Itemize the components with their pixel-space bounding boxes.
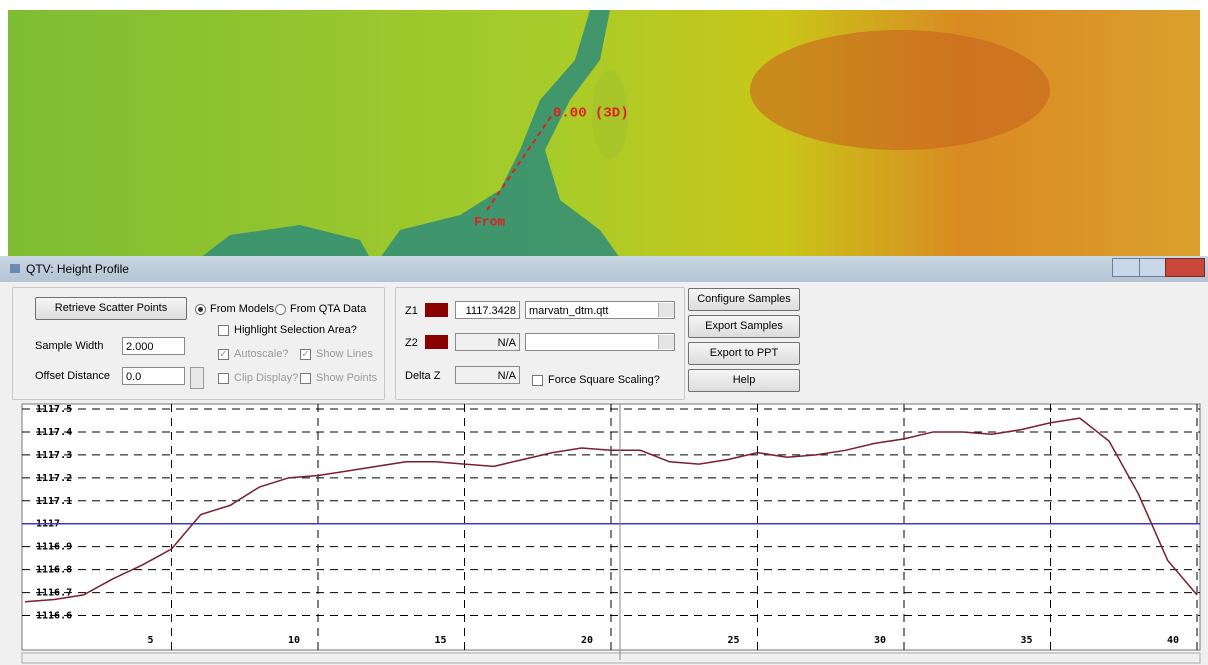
x-tick-label: 15: [434, 635, 446, 646]
value-box: N/A: [455, 366, 520, 384]
text-input[interactable]: 0.0: [122, 367, 185, 385]
value-box: N/A: [455, 333, 520, 351]
radio[interactable]: [275, 304, 286, 315]
checkbox-label: Show Points: [316, 371, 377, 385]
color-swatch[interactable]: [425, 303, 448, 317]
y-tick-label: 1116.9: [36, 542, 72, 553]
title-bar: QTV: Height Profile: [0, 256, 1208, 282]
radio-label: From QTA Data: [290, 302, 366, 316]
spinner[interactable]: [190, 367, 204, 389]
radio[interactable]: [195, 304, 206, 315]
checkbox-label: Show Lines: [316, 347, 373, 361]
field-label: Sample Width: [35, 339, 103, 353]
x-tick-label: 40: [1167, 635, 1179, 646]
color-swatch[interactable]: [425, 335, 448, 349]
z-label: Delta Z: [405, 369, 440, 383]
checkbox-label: Autoscale?: [234, 347, 288, 361]
scrollbar: [22, 653, 1200, 663]
map-label: 0.00 (3D): [553, 106, 629, 122]
combo-arrow[interactable]: [658, 335, 674, 349]
checkbox: ✓: [300, 349, 311, 360]
file-combo[interactable]: marvatn_dtm.qtt: [525, 301, 675, 319]
x-tick-label: 10: [288, 635, 300, 646]
y-tick-label: 1117.1: [36, 496, 72, 507]
file-combo[interactable]: [525, 333, 675, 351]
value-box: 1117.3428: [455, 301, 520, 319]
button[interactable]: Export Samples: [688, 315, 800, 338]
height-profile-chart: 1116.61116.71116.81116.911171117.11117.2…: [0, 402, 1208, 665]
checkbox: ✓: [218, 349, 229, 360]
z-label: Z2: [405, 336, 418, 350]
minimize-button[interactable]: [1112, 258, 1140, 277]
hill: [750, 30, 1050, 150]
field-label: Offset Distance: [35, 369, 110, 383]
y-tick-label: 1116.8: [36, 565, 72, 576]
close-button[interactable]: [1165, 258, 1205, 277]
button[interactable]: Configure Samples: [688, 288, 800, 311]
checkbox: [300, 373, 311, 384]
plot-area: [22, 404, 1200, 650]
z-label: Z1: [405, 304, 418, 318]
window-icon: [10, 264, 20, 273]
x-tick-label: 30: [874, 635, 886, 646]
maximize-button[interactable]: [1139, 258, 1166, 277]
checkbox: [218, 373, 229, 384]
button[interactable]: Export to PPT: [688, 342, 800, 365]
y-tick-label: 1117.4: [36, 427, 72, 438]
y-tick-label: 1117.2: [36, 473, 72, 484]
radio-label: From Models: [210, 302, 274, 316]
x-tick-label: 25: [727, 635, 739, 646]
checkbox[interactable]: [532, 375, 543, 386]
y-tick-label: 1117.5: [36, 404, 72, 415]
map-label: From: [474, 214, 505, 229]
checkbox-label: Highlight Selection Area?: [234, 323, 357, 337]
x-tick-label: 35: [1020, 635, 1032, 646]
button[interactable]: Retrieve Scatter Points: [35, 297, 187, 320]
y-tick-label: 1116.6: [36, 611, 72, 622]
checkbox[interactable]: [218, 325, 229, 336]
x-tick-label: 5: [147, 635, 153, 646]
button[interactable]: Help: [688, 369, 800, 392]
window-title: QTV: Height Profile: [26, 262, 129, 276]
text-input[interactable]: 2.000: [122, 337, 185, 355]
map-view: 0.00 (3D) From: [0, 0, 1208, 258]
radio-dot: [198, 307, 203, 312]
y-tick-label: 1117.3: [36, 450, 72, 461]
x-tick-label: 20: [581, 635, 593, 646]
app: 0.00 (3D) From QTV: Height Profile Retri…: [0, 0, 1208, 665]
combo-arrow[interactable]: [658, 303, 674, 317]
checkbox-label: Clip Display?: [234, 371, 298, 385]
checkbox-label: Force Square Scaling?: [548, 373, 660, 387]
